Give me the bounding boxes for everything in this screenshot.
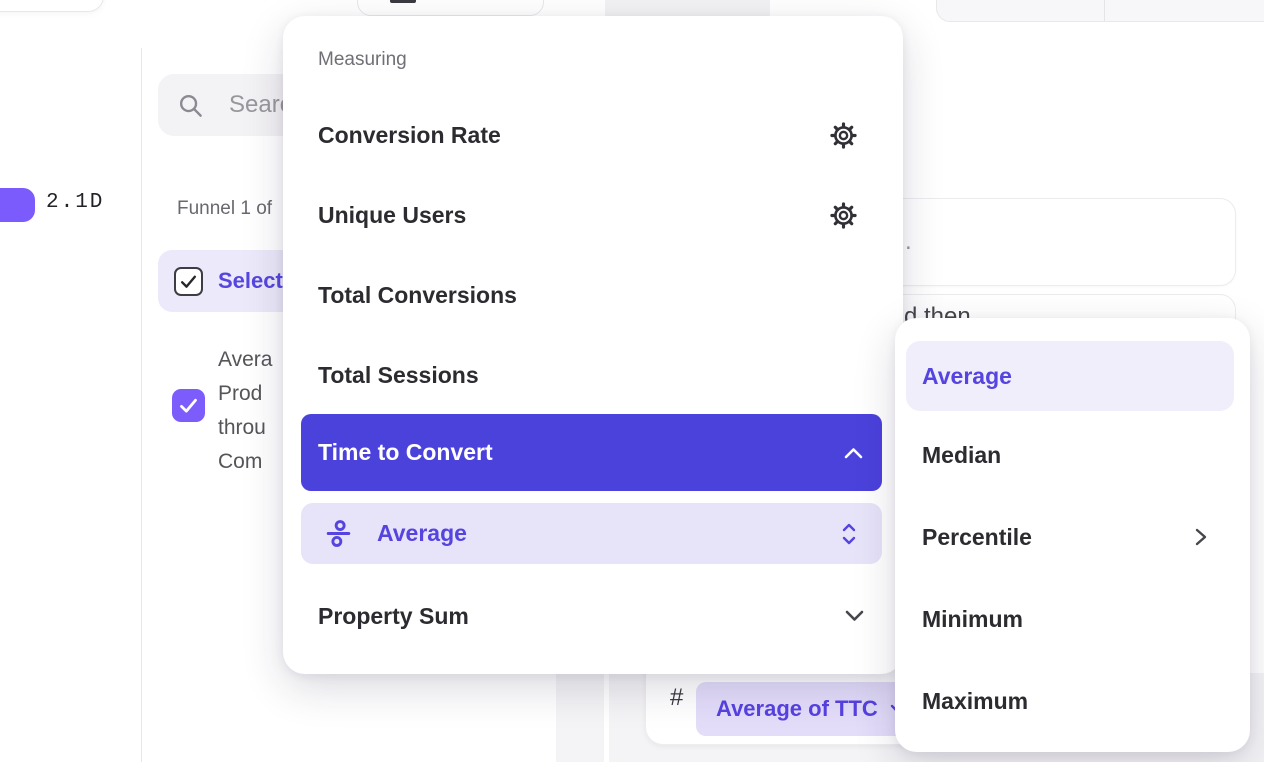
menu-header: Measuring [318,49,407,70]
chevron-right-icon [1195,528,1207,546]
agg-item-percentile[interactable]: Percentile [895,503,1250,571]
checkmark-icon [180,275,197,288]
agg-item-label: Minimum [922,605,1023,632]
event-description-line: throu [218,416,266,439]
button-group-divider [1104,0,1105,21]
menu-item-label: Total Sessions [318,361,479,388]
menu-item-property-sum[interactable]: Property Sum [283,582,903,650]
menu-item-label: Time to Convert [318,439,493,465]
top-right-button-group-fragment[interactable] [936,0,1264,22]
report-color-badge [0,188,35,222]
funnel-count-label: Funnel 1 of [177,198,273,219]
top-toolbar-button-fragment[interactable] [357,0,544,16]
menu-subitem-average[interactable]: Average [301,503,882,564]
agg-item-label: Median [922,441,1002,468]
checkbox-purple-checked[interactable] [172,389,205,422]
top-tab-fragment[interactable] [605,0,770,20]
search-icon [179,94,202,117]
agg-item-median[interactable]: Median [895,421,1250,489]
menu-item-unique-users[interactable]: Unique Users [283,181,903,249]
event-description-text: Avera Prod throu Com [218,343,338,479]
chevron-up-down-icon [842,523,856,544]
gear-icon[interactable] [829,121,858,150]
gear-icon[interactable] [829,201,858,230]
event-description-line: Com [218,450,263,473]
badge-label: 2.1D [46,191,105,214]
toolbar-glyph [390,0,416,3]
menu-item-conversion-rate[interactable]: Conversion Rate [283,101,903,169]
event-description-line: Prod [218,382,263,405]
event-description-line: Avera [218,348,273,371]
agg-item-label: Percentile [922,523,1032,550]
metric-pill-label: Average of TTC [716,696,878,721]
menu-item-label: Conversion Rate [318,121,501,148]
chevron-down-icon [845,610,864,621]
event-item-label: Select [218,268,283,293]
chevron-up-icon [844,447,863,458]
agg-item-minimum[interactable]: Minimum [895,585,1250,653]
checkmark-icon [180,398,197,413]
menu-item-label: Total Conversions [318,281,517,308]
metric-type-symbol: # [670,684,684,711]
agg-item-maximum[interactable]: Maximum [895,667,1250,735]
panel-divider [141,48,142,762]
agg-item-label: Maximum [922,687,1029,714]
panel-gap [604,673,609,762]
checkbox-checked[interactable] [174,266,203,296]
menu-item-total-sessions[interactable]: Total Sessions [283,341,903,409]
average-divide-icon [326,520,351,547]
agg-item-average[interactable]: Average [906,341,1234,411]
menu-item-label: Unique Users [318,201,467,228]
menu-item-time-to-convert[interactable]: Time to Convert [301,414,882,491]
aggregation-menu: Average Median Percentile Minimum Maximu… [895,318,1250,752]
menu-item-label: Average [377,520,467,546]
menu-item-total-conversions[interactable]: Total Conversions [283,261,903,329]
top-left-card-fragment [0,0,104,12]
measuring-menu: Measuring Conversion Rate Unique Users [283,16,903,674]
agg-item-label: Average [922,362,1012,389]
menu-item-label: Property Sum [318,602,469,629]
